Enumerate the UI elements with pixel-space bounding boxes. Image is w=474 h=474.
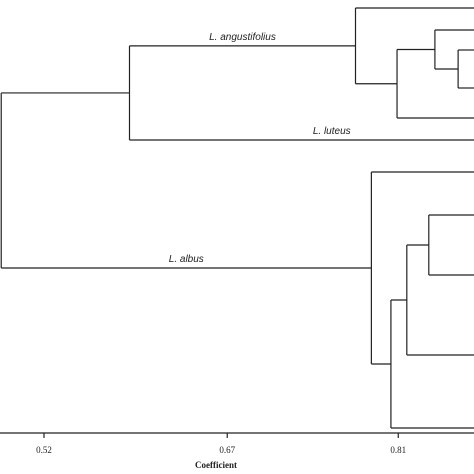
- cluster-label: L. luteus: [313, 126, 351, 137]
- cluster-label: L. angustifolius: [209, 32, 276, 43]
- x-tick-label: 0.81: [390, 445, 406, 455]
- x-tick-label: 0.67: [219, 445, 235, 455]
- x-axis-title: Coefficient: [195, 460, 237, 470]
- cluster-label: L. albus: [169, 254, 204, 265]
- x-tick-label: 0.52: [36, 445, 52, 455]
